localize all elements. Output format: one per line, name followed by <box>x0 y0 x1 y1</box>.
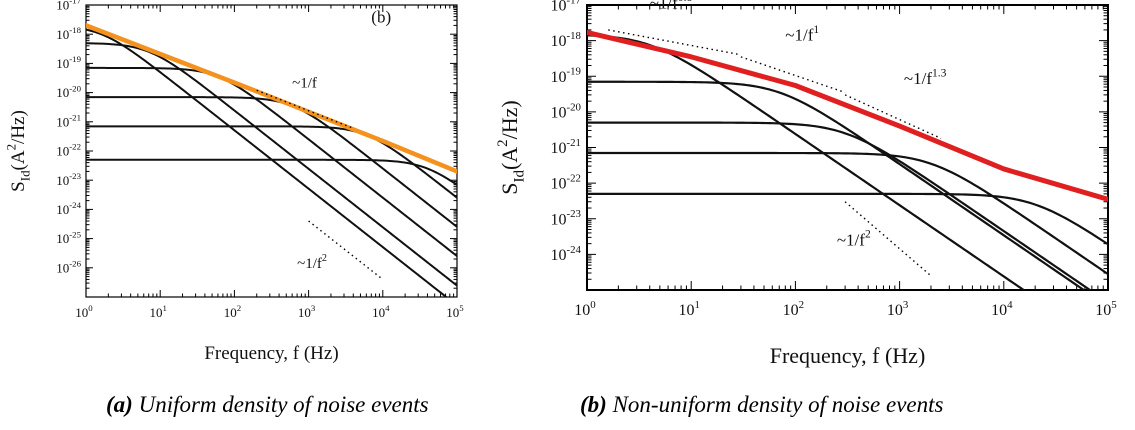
charta-slope-guide <box>256 89 354 129</box>
chartb-y-tick-label: 10-23 <box>551 208 582 228</box>
chartb-slope-annotation: ~1/f0.8 <box>650 0 693 12</box>
chartb-lorentzian-line <box>587 121 1092 290</box>
chartb-x-tick-label: 103 <box>887 299 909 319</box>
chartb-y-tick-label: 10-19 <box>551 66 582 86</box>
charta-y-tick-label: 10-25 <box>56 229 81 246</box>
charta-x-tick-label: 103 <box>298 303 316 320</box>
charta-curves <box>86 23 457 297</box>
charta-panel-label: (b) <box>371 8 391 27</box>
charta-y-tick-label: 10-20 <box>56 83 81 100</box>
charta-y-tick-label: 10-26 <box>56 259 81 276</box>
charta-x-tick-label: 105 <box>446 303 464 320</box>
charta-slope-annotation: ~1/f2 <box>297 253 327 272</box>
charta-lorentzian-line <box>86 96 457 228</box>
chartb-slope-guide <box>740 56 846 94</box>
chartb-y-tick-label: 10-20 <box>551 101 582 121</box>
charta-lorentzian-line <box>86 66 457 257</box>
charta-lorentzian-line <box>86 158 457 186</box>
charta-y-tick-label: 10-19 <box>56 54 81 71</box>
chartb-y-axis-label: SId(A2/Hz) <box>495 100 527 195</box>
charta-slope-guide <box>308 220 384 280</box>
chartb-x-tick-label: 105 <box>1095 299 1117 319</box>
charta-lorentzian-line <box>86 42 457 287</box>
charta-y-axis-label: SId(A2/Hz) <box>3 110 32 192</box>
charta-y-tick-label: 10-18 <box>56 25 81 42</box>
chartb-total-spectrum-line <box>587 29 1108 202</box>
chartb-lorentzian-line <box>587 34 1026 290</box>
charta-x-tick-label: 100 <box>75 303 93 320</box>
chartb-x-tick-label: 101 <box>678 299 699 319</box>
chartb-x-tick-label: 102 <box>783 299 804 319</box>
charta-y-tick-label: 10-17 <box>56 0 81 13</box>
caption-b-label: (b) <box>580 392 607 417</box>
chartb-slope-annotation: ~1/f2 <box>837 228 871 250</box>
chartb-y-tick-label: 10-21 <box>551 137 582 157</box>
chartb-y-tick-label: 10-22 <box>551 173 582 193</box>
charta-x-tick-label: 101 <box>149 303 166 320</box>
chartb-curves <box>587 29 1108 290</box>
charta-x-tick-label: 104 <box>372 303 390 320</box>
chartb-slope-guide <box>844 94 942 140</box>
chartb-lorentzian-line <box>587 192 1108 246</box>
charta-y-tick-label: 10-22 <box>56 142 81 159</box>
charta-total-spectrum-line <box>86 23 457 174</box>
chartb-slope-annotation: ~1/f1.3 <box>904 67 947 89</box>
chartb-lorentzian-line <box>587 80 1086 290</box>
charta-lorentzian-line <box>86 28 448 297</box>
caption-b: (b) Non-uniform density of noise events <box>580 392 943 418</box>
charta-x-axis-label: Frequency, f (Hz) <box>204 343 338 364</box>
charta-lorentzian-line <box>86 125 457 199</box>
chartb-y-tick-label: 10-24 <box>551 244 582 264</box>
chartb-lorentzian-line <box>587 151 1108 275</box>
chartb-x-axis-label: Frequency, f (Hz) <box>770 343 926 368</box>
chartb-y-tick-label: 10-17 <box>551 0 582 15</box>
chartb-x-tick-label: 100 <box>574 299 596 319</box>
caption-a: (a) Uniform density of noise events <box>106 392 429 418</box>
caption-a-text: Uniform density of noise events <box>138 392 429 417</box>
charta-y-tick-label: 10-23 <box>56 171 81 188</box>
chart-panel-a: 100 101 102 103 104 105 10-17 10-18 10-19 10-20 10… <box>3 0 464 364</box>
charta-x-tick-label: 102 <box>224 303 241 320</box>
chart-panel-b: 100 101 102 103 104 105 10-17 10-18 10-19 10-20 10… <box>495 0 1117 368</box>
chartb-slope-annotation: ~1/f1 <box>785 23 819 45</box>
charta-y-tick-label: 10-21 <box>56 113 81 130</box>
caption-b-text: Non-uniform density of noise events <box>612 392 944 417</box>
chartb-y-tick-label: 10-18 <box>551 30 582 50</box>
caption-a-label: (a) <box>106 392 133 417</box>
charta-y-tick-label: 10-24 <box>56 200 81 217</box>
chartb-x-tick-label: 104 <box>991 299 1013 319</box>
charta-slope-annotation: ~1/f <box>292 75 317 91</box>
